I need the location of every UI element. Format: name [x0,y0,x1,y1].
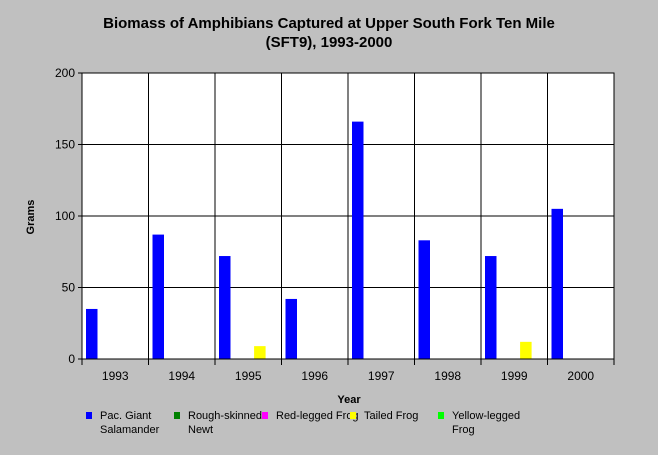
plot-frame [81,72,615,360]
legend-label: Pac. Giant Salamander [100,410,160,436]
x-tick-label: 1994 [168,369,195,383]
legend-swatch [174,412,180,419]
legend-label: Rough-skinned Newt [188,410,262,436]
y-tick-label: 200 [55,66,75,80]
bar-pac-giant-salamander-1995 [219,256,231,359]
bar-pac-giant-salamander-1993 [86,308,98,359]
bar-tailed-frog-1995 [254,346,266,359]
chart-title: Biomass of Amphibians Captured at Upper … [0,14,658,52]
bar-pac-giant-salamander-1997 [352,121,364,360]
legend-label: Yellow-legged Frog [452,410,521,436]
chart-title-line-2: (SFT9), 1993-2000 [265,34,393,51]
legend-swatch [350,412,356,419]
bar-tailed-frog-1999 [520,341,532,359]
y-tick-label: 150 [55,138,75,152]
chart-title-line-1: Biomass of Amphibians Captured at Upper … [103,15,555,32]
x-tick-label: 1997 [368,369,395,383]
y-tick-label: 0 [68,352,75,366]
x-axis-title: Year [337,394,361,406]
legend-label: Tailed Frog [364,410,419,422]
x-tick-label: 1999 [501,369,528,383]
legend-swatch [86,412,92,419]
bar-pac-giant-salamander-1998 [418,240,430,359]
legend-swatch [262,412,268,419]
y-axis-title: Grams [25,200,37,235]
bar-pac-giant-salamander-1999 [485,256,497,359]
legend: Pac. Giant Salamander Rough-skinned Newt R… [86,409,626,443]
legend-swatch [438,412,444,419]
bar-pac-giant-salamander-2000 [551,208,563,359]
legend-label: Red-legged Frog [276,410,359,422]
y-tick-label: 100 [55,209,75,223]
x-tick-label: 2000 [567,369,594,383]
bar-pac-giant-salamander-1994 [152,234,164,359]
x-tick-label: 1998 [434,369,461,383]
y-tick-label: 50 [62,281,76,295]
x-tick-label: 1996 [301,369,328,383]
x-tick-label: 1993 [102,369,129,383]
bar-pac-giant-salamander-1996 [285,298,297,359]
x-tick-label: 1995 [235,369,262,383]
